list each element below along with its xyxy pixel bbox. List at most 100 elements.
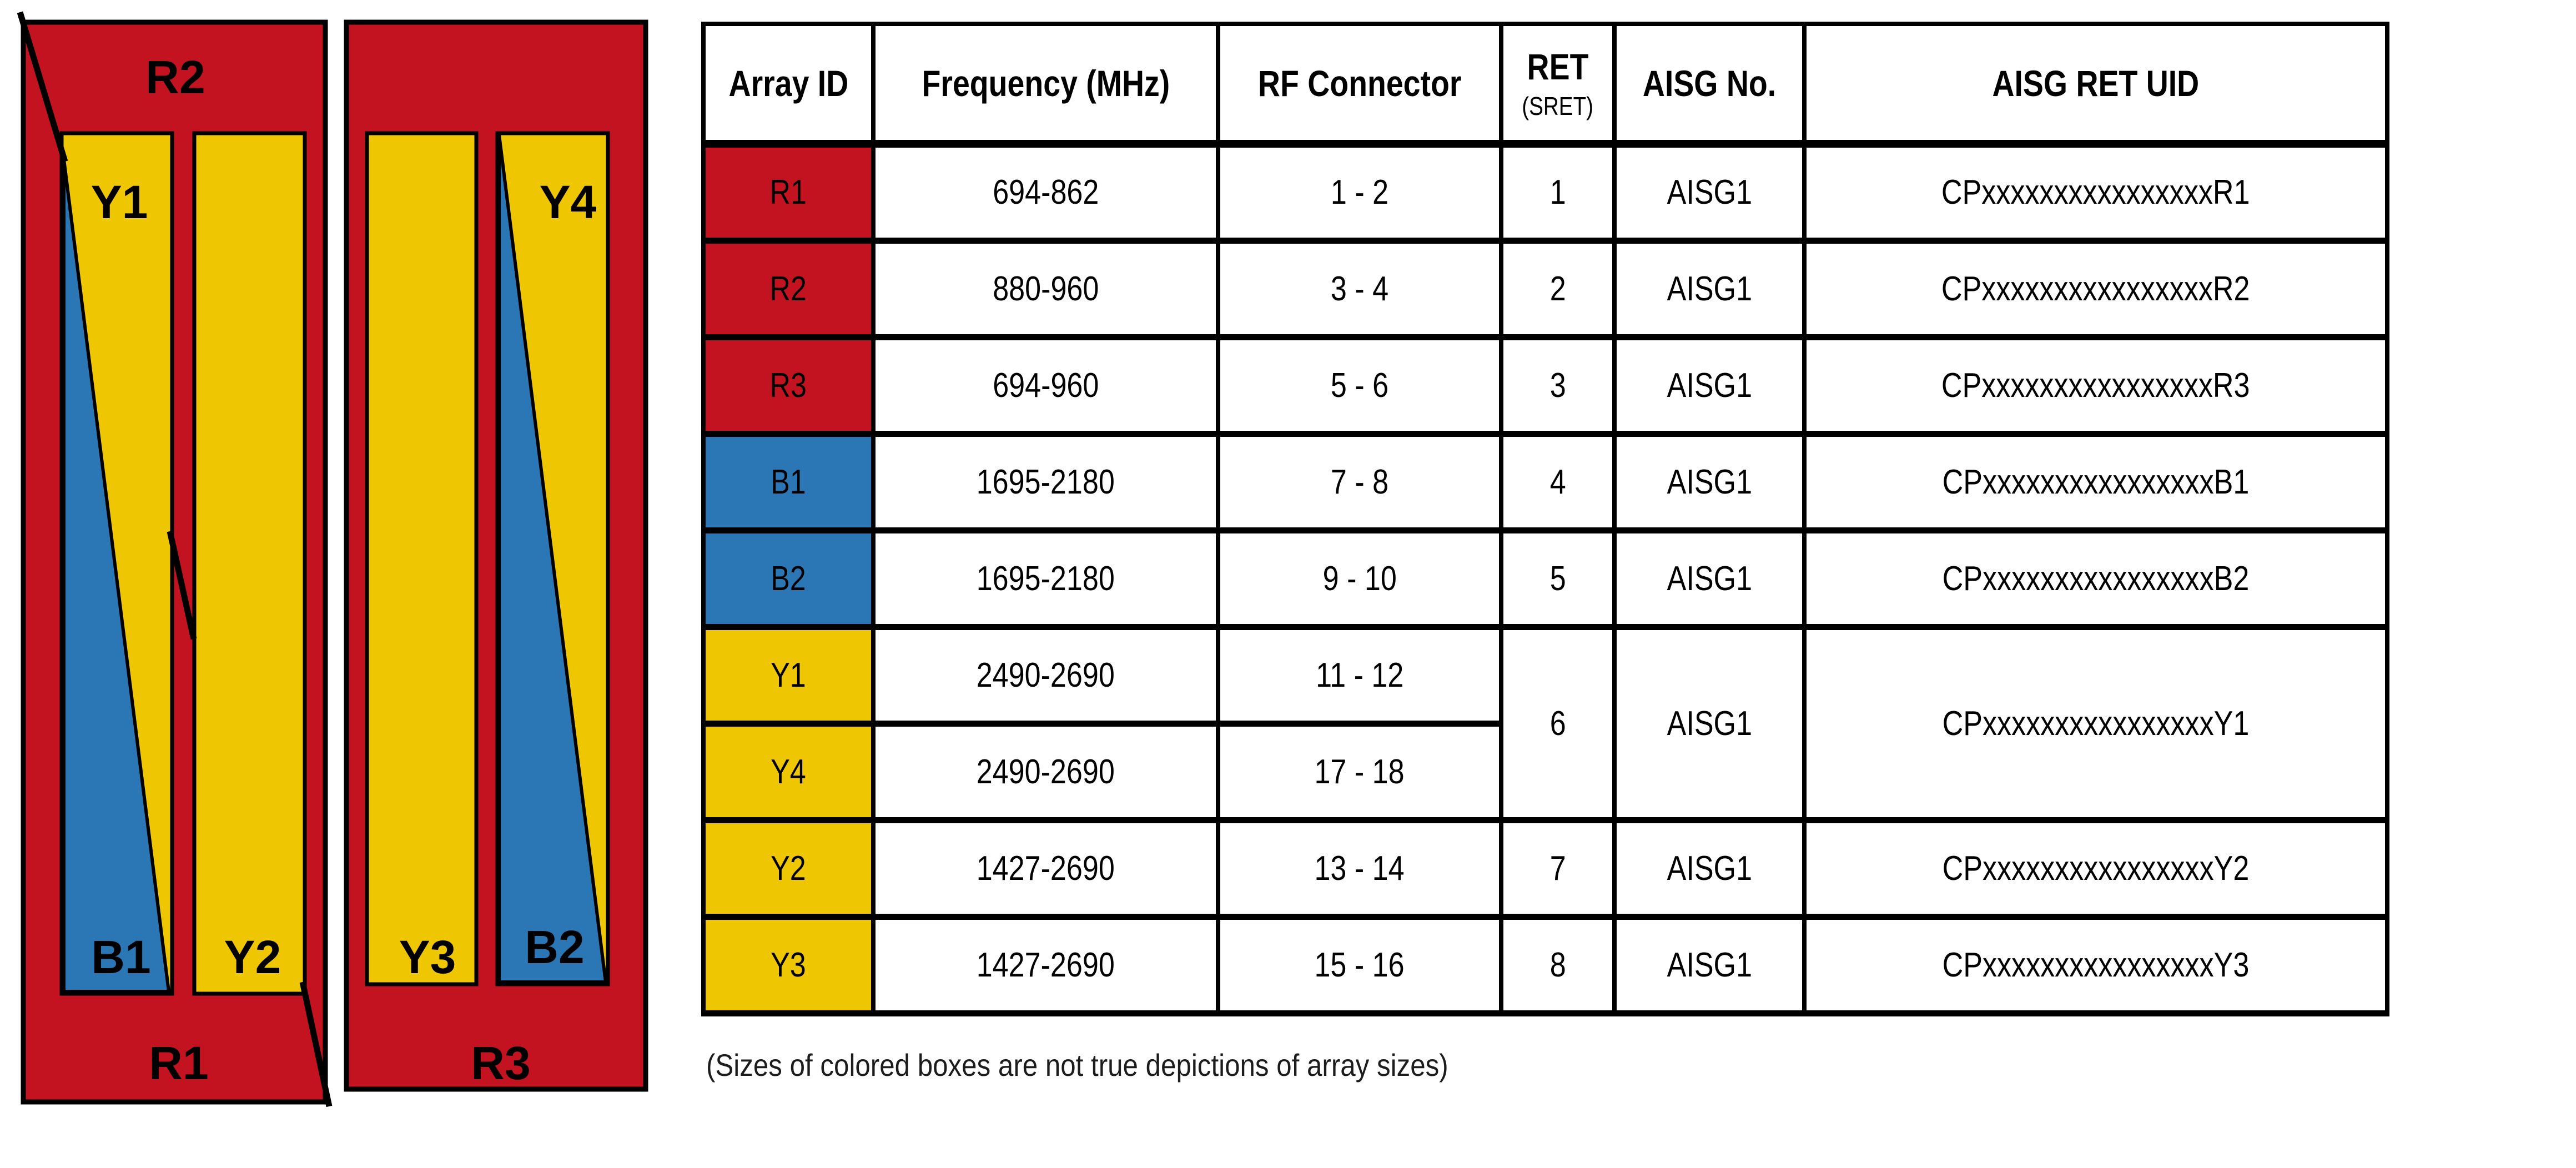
cell-frequency: 2490-2690: [871, 623, 1220, 727]
array-id-value: B1: [771, 462, 806, 501]
table-row-y2: Y2 1427-2690 13 - 14 7 AISG1 CPxxxxxxxxx…: [701, 817, 2389, 920]
frequency-value: 1427-2690: [976, 849, 1115, 888]
cell-rf-connector: 13 - 14: [1216, 817, 1503, 920]
aisg-no-value: AISG1: [1667, 173, 1752, 212]
rf-connector-value: 1 - 2: [1330, 173, 1389, 212]
label-y3: Y3: [399, 931, 456, 983]
aisg-no-value: AISG1: [1667, 849, 1752, 888]
array-id-value: Y3: [771, 945, 806, 984]
cell-frequency: 880-960: [871, 237, 1220, 340]
frequency-value: 2490-2690: [976, 752, 1115, 791]
cell-aisg-ret-uid: CPxxxxxxxxxxxxxxxxR3: [1802, 334, 2389, 437]
col-header-array-id-label: Array ID: [728, 62, 848, 104]
col-header-aisg-ret-uid-label: AISG RET UID: [1992, 62, 2200, 104]
cell-array-id: R3: [701, 334, 876, 437]
ret-value: 5: [1549, 559, 1566, 598]
table-row-y1: Y1 2490-2690 11 - 12 6 AISG1 CPxxxxxxxxx…: [701, 623, 2389, 823]
frequency-value: 1427-2690: [976, 945, 1115, 984]
cell-rf-connector: 3 - 4: [1216, 237, 1503, 340]
frequency-value: 1695-2180: [976, 462, 1115, 501]
cell-frequency: 1427-2690: [871, 817, 1220, 920]
uid-value: CPxxxxxxxxxxxxxxxxB2: [1942, 559, 2250, 598]
col-header-frequency-label: Frequency (MHz): [922, 62, 1170, 104]
cell-frequency: 694-862: [871, 140, 1220, 244]
array-spec-table: Array ID Frequency (MHz) RF Connector RE…: [701, 22, 2389, 1016]
panel-1: R2 Y1 B1 Y2 R1: [17, 11, 333, 1107]
cell-rf-connector: 17 - 18: [1216, 720, 1503, 823]
cell-rf-connector: 15 - 16: [1216, 913, 1503, 1016]
rf-connector-value: 5 - 6: [1330, 366, 1389, 405]
rf-connector-value: 13 - 14: [1314, 849, 1405, 888]
label-r2: R2: [145, 51, 205, 103]
panel1-gap-diagonal-line: [167, 530, 197, 640]
uid-value: CPxxxxxxxxxxxxxxxxR1: [1941, 173, 2250, 212]
frequency-value: 1695-2180: [976, 559, 1115, 598]
cell-array-id: B1: [701, 430, 876, 533]
ret-value: 3: [1549, 366, 1566, 405]
cell-rf-connector: 9 - 10: [1216, 527, 1503, 630]
label-r1: R1: [149, 1037, 208, 1089]
cell-ret: 1: [1499, 140, 1617, 244]
aisg-no-value: AISG1: [1667, 559, 1752, 598]
cell-ret-merged: 6: [1499, 623, 1617, 823]
aisg-no-value: AISG1: [1667, 366, 1752, 405]
cell-ret: 5: [1499, 527, 1617, 630]
panel1-bottom-diagonal-line: [299, 981, 333, 1107]
cell-aisg-no-merged: AISG1: [1612, 623, 1807, 823]
panel1-blue-wedge-b1: [62, 159, 171, 993]
uid-value: CPxxxxxxxxxxxxxxxxB1: [1942, 462, 2250, 501]
cell-array-id: B2: [701, 527, 876, 630]
cell-aisg-no: AISG1: [1612, 817, 1807, 920]
frequency-value: 694-960: [992, 366, 1099, 405]
cell-aisg-ret-uid: CPxxxxxxxxxxxxxxxxR1: [1802, 140, 2389, 244]
array-id-value: R1: [769, 173, 807, 212]
rf-connector-value: 3 - 4: [1330, 269, 1389, 308]
frequency-value: 2490-2690: [976, 656, 1115, 694]
array-id-value: Y1: [771, 656, 806, 694]
cell-aisg-no: AISG1: [1612, 334, 1807, 437]
cell-aisg-no: AISG1: [1612, 527, 1807, 630]
cell-frequency: 694-960: [871, 334, 1220, 437]
panel2-yellow-bar-y3: [365, 131, 479, 986]
cell-rf-connector: 7 - 8: [1216, 430, 1503, 533]
antenna-face-diagram: R2 Y1 B1 Y2 R1 Y4 Y3 B2 R3: [17, 11, 648, 1107]
rf-connector-value: 9 - 10: [1322, 559, 1397, 598]
col-header-sret-label: (SRET): [1522, 91, 1594, 120]
array-id-value: B2: [771, 559, 806, 598]
header-row: Array ID Frequency (MHz) RF Connector RE…: [701, 22, 2389, 148]
table-row-r3: R3 694-960 5 - 6 3 AISG1 CPxxxxxxxxxxxxx…: [701, 334, 2389, 437]
size-disclaimer-caption: (Sizes of colored boxes are not true dep…: [706, 1047, 1549, 1083]
rf-connector-value: 7 - 8: [1330, 462, 1389, 501]
array-id-value: R2: [769, 269, 807, 308]
uid-value: CPxxxxxxxxxxxxxxxxY2: [1942, 849, 2250, 888]
aisg-no-value: AISG1: [1667, 704, 1752, 743]
array-id-value: R3: [769, 366, 807, 405]
cell-aisg-no: AISG1: [1612, 237, 1807, 340]
rf-connector-value: 11 - 12: [1315, 656, 1404, 694]
ret-value: 8: [1549, 945, 1566, 984]
cell-ret: 7: [1499, 817, 1617, 920]
col-header-rf-connector-label: RF Connector: [1257, 62, 1462, 104]
cell-aisg-ret-uid-merged: CPxxxxxxxxxxxxxxxxY1: [1802, 623, 2389, 823]
cell-aisg-no: AISG1: [1612, 913, 1807, 1016]
cell-aisg-ret-uid: CPxxxxxxxxxxxxxxxxY2: [1802, 817, 2389, 920]
cell-aisg-ret-uid: CPxxxxxxxxxxxxxxxxR2: [1802, 237, 2389, 340]
col-header-array-id: Array ID: [701, 22, 876, 148]
cell-array-id: Y2: [701, 817, 876, 920]
ret-value: 7: [1549, 849, 1566, 888]
label-y1: Y1: [91, 176, 148, 228]
label-r3: R3: [471, 1037, 530, 1089]
cell-ret: 8: [1499, 913, 1617, 1016]
cell-rf-connector: 11 - 12: [1216, 623, 1503, 727]
cell-rf-connector: 1 - 2: [1216, 140, 1503, 244]
panel1-corner-diagonal-line: [17, 11, 68, 163]
col-header-aisg-no: AISG No.: [1612, 22, 1807, 148]
panel2-blue-wedge-b2: [497, 134, 608, 984]
col-header-rf-connector: RF Connector: [1216, 22, 1503, 148]
cell-aisg-ret-uid: CPxxxxxxxxxxxxxxxxB2: [1802, 527, 2389, 630]
table-row-r1: R1 694-862 1 - 2 1 AISG1 CPxxxxxxxxxxxxx…: [701, 140, 2389, 244]
ret-value: 4: [1549, 462, 1566, 501]
table-row-b2: B2 1695-2180 9 - 10 5 AISG1 CPxxxxxxxxxx…: [701, 527, 2389, 630]
cell-aisg-ret-uid: CPxxxxxxxxxxxxxxxxB1: [1802, 430, 2389, 533]
